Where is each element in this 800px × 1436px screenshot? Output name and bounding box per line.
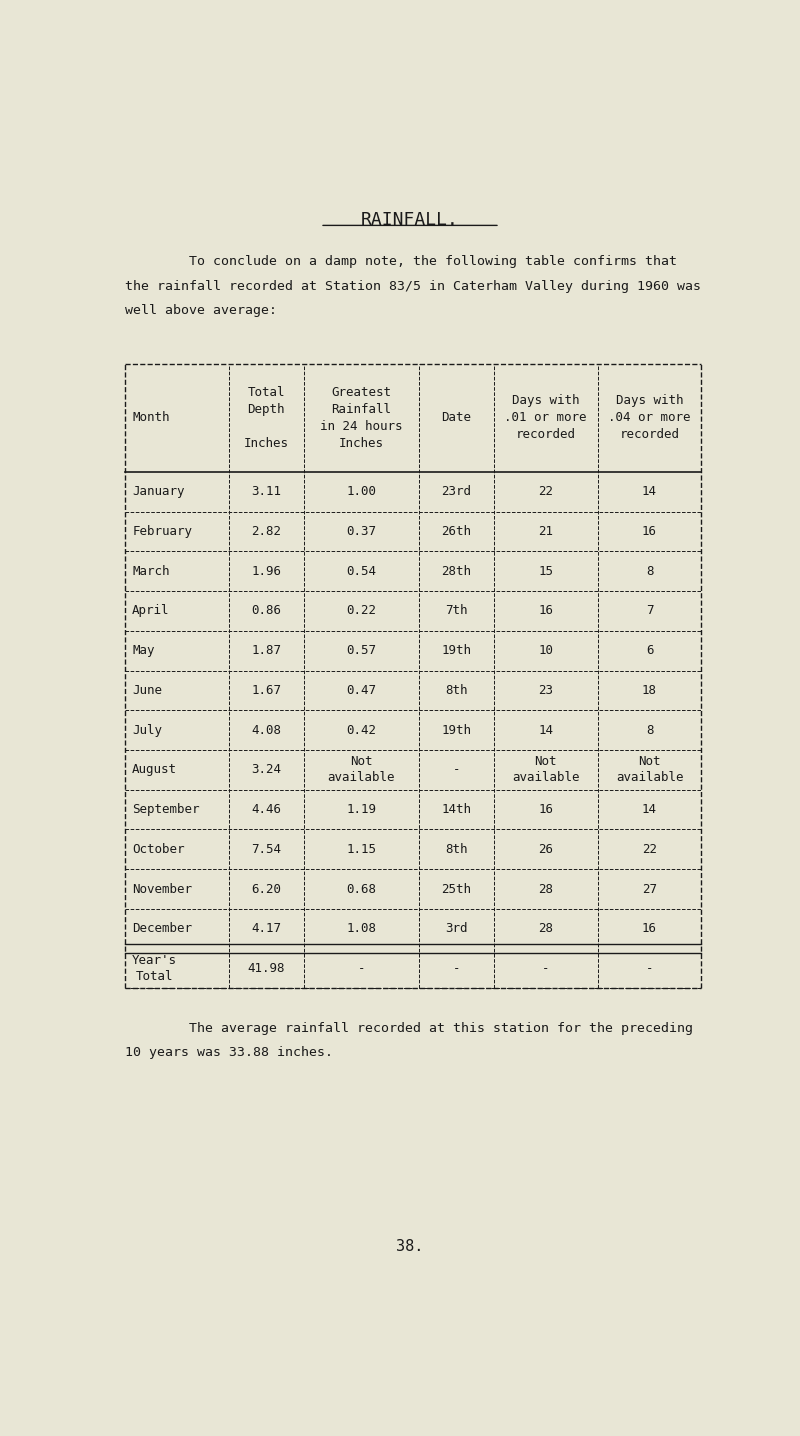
Text: 0.86: 0.86 [251,605,281,617]
Text: 16: 16 [538,605,554,617]
Text: well above average:: well above average: [125,304,277,317]
Text: 7: 7 [646,605,654,617]
Text: 3.11: 3.11 [251,485,281,498]
Text: the rainfall recorded at Station 83/5 in Caterham Valley during 1960 was: the rainfall recorded at Station 83/5 in… [125,280,701,293]
Text: -: - [646,962,654,975]
Text: October: October [132,843,185,856]
Text: 7.54: 7.54 [251,843,281,856]
Text: 0.54: 0.54 [346,564,376,577]
Text: May: May [132,645,154,658]
Text: 0.42: 0.42 [346,724,376,737]
Text: March: March [132,564,170,577]
Text: 0.37: 0.37 [346,526,376,538]
Text: Month: Month [132,411,170,424]
Text: 41.98: 41.98 [247,962,285,975]
Text: 26th: 26th [442,526,471,538]
Text: June: June [132,684,162,696]
Text: 0.22: 0.22 [346,605,376,617]
Text: 1.15: 1.15 [346,843,376,856]
Text: 26: 26 [538,843,554,856]
Text: Year's
Total: Year's Total [132,954,178,984]
Text: 38.: 38. [396,1239,424,1254]
Text: 28th: 28th [442,564,471,577]
Text: Not
available: Not available [512,755,579,784]
Text: Not
available: Not available [616,755,683,784]
Text: 22: 22 [642,843,657,856]
Text: 14: 14 [538,724,554,737]
Text: July: July [132,724,162,737]
Text: 8th: 8th [445,843,467,856]
Text: 8: 8 [646,724,654,737]
Text: Days with
.01 or more
recorded: Days with .01 or more recorded [505,395,587,441]
Text: 8: 8 [646,564,654,577]
Text: The average rainfall recorded at this station for the preceding: The average rainfall recorded at this st… [125,1021,693,1034]
Text: Days with
.04 or more
recorded: Days with .04 or more recorded [608,395,690,441]
Text: Not
available: Not available [327,755,395,784]
Text: 0.47: 0.47 [346,684,376,696]
Text: 18: 18 [642,684,657,696]
Text: August: August [132,764,178,777]
Text: 1.08: 1.08 [346,922,376,935]
Text: To conclude on a damp note, the following table confirms that: To conclude on a damp note, the followin… [125,256,677,269]
Text: 8th: 8th [445,684,467,696]
Text: Total
Depth

Inches: Total Depth Inches [243,386,289,449]
Text: February: February [132,526,192,538]
Text: 14: 14 [642,803,657,816]
Text: 28: 28 [538,883,554,896]
Text: 4.46: 4.46 [251,803,281,816]
Text: 23rd: 23rd [442,485,471,498]
Text: 1.19: 1.19 [346,803,376,816]
Text: 25th: 25th [442,883,471,896]
Text: 14th: 14th [442,803,471,816]
Text: 3rd: 3rd [445,922,467,935]
Text: 23: 23 [538,684,554,696]
Text: 1.87: 1.87 [251,645,281,658]
Text: 14: 14 [642,485,657,498]
Text: 15: 15 [538,564,554,577]
Text: -: - [358,962,365,975]
Text: November: November [132,883,192,896]
Text: 4.17: 4.17 [251,922,281,935]
Text: 16: 16 [642,526,657,538]
Text: December: December [132,922,192,935]
Text: -: - [453,962,460,975]
Text: -: - [453,764,460,777]
Text: 16: 16 [642,922,657,935]
Text: Greatest
Rainfall
in 24 hours
Inches: Greatest Rainfall in 24 hours Inches [320,386,402,449]
Text: September: September [132,803,200,816]
Text: 21: 21 [538,526,554,538]
Text: 10: 10 [538,645,554,658]
Text: RAINFALL.: RAINFALL. [361,211,459,228]
Text: -: - [542,962,550,975]
Text: 1.96: 1.96 [251,564,281,577]
Text: 16: 16 [538,803,554,816]
Text: 19th: 19th [442,645,471,658]
Text: 1.67: 1.67 [251,684,281,696]
Text: 10 years was 33.88 inches.: 10 years was 33.88 inches. [125,1045,333,1058]
Text: 0.57: 0.57 [346,645,376,658]
Text: 22: 22 [538,485,554,498]
Text: 2.82: 2.82 [251,526,281,538]
Text: April: April [132,605,170,617]
Text: 27: 27 [642,883,657,896]
Text: 7th: 7th [445,605,467,617]
Text: 4.08: 4.08 [251,724,281,737]
Text: January: January [132,485,185,498]
Text: Date: Date [442,411,471,424]
Text: 28: 28 [538,922,554,935]
Text: 6: 6 [646,645,654,658]
Text: 0.68: 0.68 [346,883,376,896]
Text: 3.24: 3.24 [251,764,281,777]
Text: 19th: 19th [442,724,471,737]
Text: 6.20: 6.20 [251,883,281,896]
Text: 1.00: 1.00 [346,485,376,498]
